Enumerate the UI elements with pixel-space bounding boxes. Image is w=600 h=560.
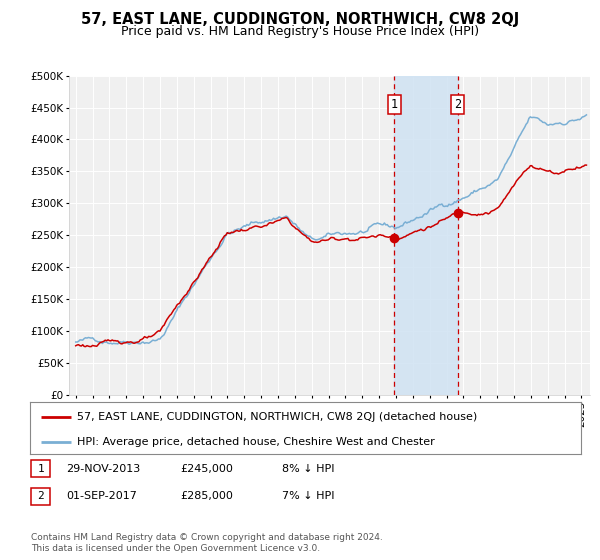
Text: £245,000: £245,000	[180, 464, 233, 474]
Text: 01-SEP-2017: 01-SEP-2017	[66, 491, 137, 501]
Text: 2: 2	[37, 491, 44, 501]
Text: 29-NOV-2013: 29-NOV-2013	[66, 464, 140, 474]
Text: Price paid vs. HM Land Registry's House Price Index (HPI): Price paid vs. HM Land Registry's House …	[121, 25, 479, 38]
Text: 1: 1	[391, 98, 398, 111]
Text: Contains HM Land Registry data © Crown copyright and database right 2024.
This d: Contains HM Land Registry data © Crown c…	[31, 533, 383, 553]
Text: 2: 2	[454, 98, 461, 111]
Text: £285,000: £285,000	[180, 491, 233, 501]
Text: 57, EAST LANE, CUDDINGTON, NORTHWICH, CW8 2QJ: 57, EAST LANE, CUDDINGTON, NORTHWICH, CW…	[81, 12, 519, 27]
Text: 8% ↓ HPI: 8% ↓ HPI	[282, 464, 335, 474]
Text: 7% ↓ HPI: 7% ↓ HPI	[282, 491, 335, 501]
Text: 1: 1	[37, 464, 44, 474]
Text: HPI: Average price, detached house, Cheshire West and Chester: HPI: Average price, detached house, Ches…	[77, 437, 434, 447]
Bar	[394, 76, 458, 395]
Text: 57, EAST LANE, CUDDINGTON, NORTHWICH, CW8 2QJ (detached house): 57, EAST LANE, CUDDINGTON, NORTHWICH, CW…	[77, 412, 477, 422]
